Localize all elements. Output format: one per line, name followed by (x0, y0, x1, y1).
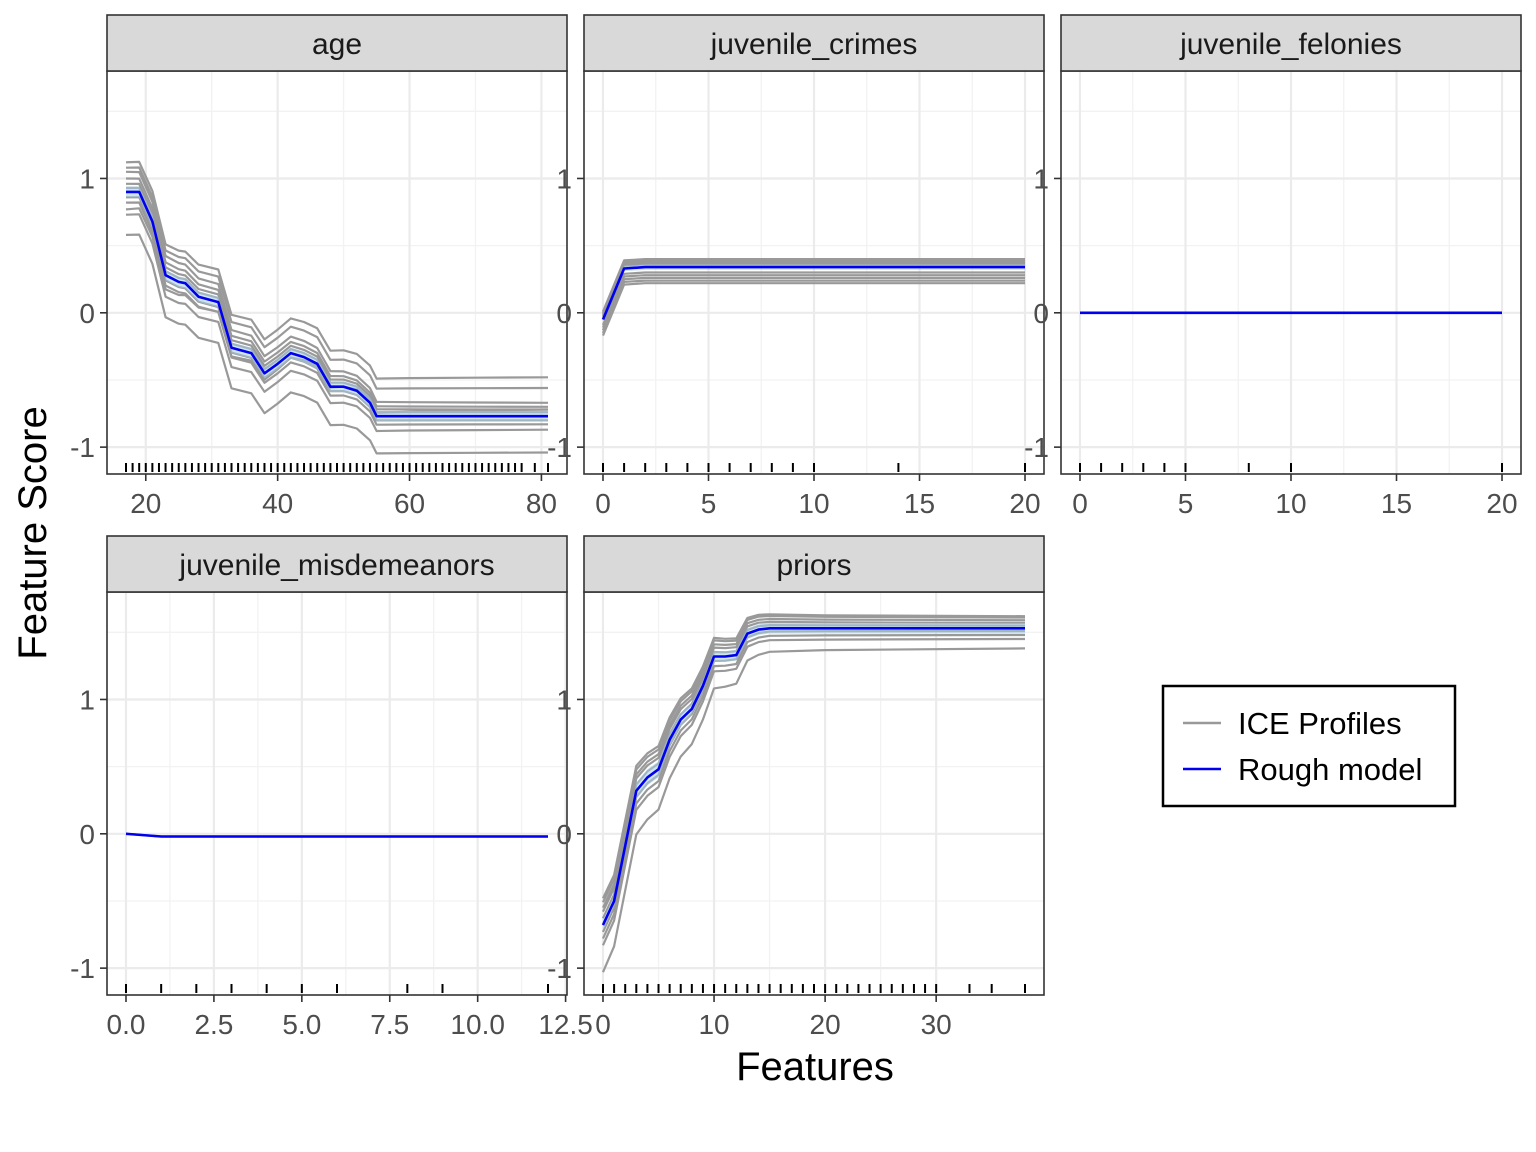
ice-profile-line (601, 258, 1025, 312)
ice-profile-line (601, 637, 1026, 946)
rough-model-line (125, 832, 548, 838)
ice-profile-line (125, 182, 548, 411)
x-tick-label: 15 (1381, 488, 1412, 519)
facet-strip-label: age (312, 28, 362, 61)
ice-profile-line (125, 160, 549, 380)
ice-profile-line (602, 614, 1026, 903)
facet-strip-label: juvenile_misdemeanors (178, 549, 494, 582)
x-tick-label: 5 (701, 488, 717, 519)
x-tick-label: 60 (394, 488, 425, 519)
y-tick-label: 0 (79, 819, 95, 850)
x-tick-label: 5 (1178, 488, 1194, 519)
x-tick-label: 5.0 (282, 1009, 321, 1040)
ice-profile-line (125, 201, 549, 426)
x-axis-title: Features (736, 1045, 894, 1089)
y-tick-label: 1 (556, 684, 572, 715)
x-tick-label: 20 (1009, 488, 1040, 519)
y-tick-label: 1 (556, 163, 572, 194)
y-tick-label: 0 (79, 298, 95, 329)
y-axis-title: Feature Score (11, 406, 55, 659)
x-tick-label: 20 (810, 1009, 841, 1040)
facet-juvenile_felonies: juvenile_felonies 0 5 10 15 20 -1 0 1 (1024, 14, 1522, 519)
facet-strip (106, 535, 568, 593)
ice-profile-line (125, 166, 549, 390)
x-tick-label: 10 (1275, 488, 1306, 519)
y-tick-label: -1 (70, 953, 95, 984)
y-tick-label: 0 (556, 819, 572, 850)
facet-strip (1060, 14, 1522, 72)
y-tick-label: 1 (79, 684, 95, 715)
x-tick-label: 10.0 (450, 1009, 505, 1040)
ice-profile-line (601, 271, 1025, 326)
x-tick-label: 0 (595, 1009, 611, 1040)
ice-profile-line (602, 613, 1026, 899)
y-tick-label: -1 (70, 432, 95, 463)
x-tick-label: 40 (262, 488, 293, 519)
facet-strip (583, 535, 1045, 593)
y-tick-label: 0 (1033, 298, 1049, 329)
ice-profile-line (601, 647, 1026, 973)
y-tick-label: -1 (1024, 432, 1049, 463)
rough-model-line (601, 626, 1025, 926)
x-tick-label: 12.5 (538, 1009, 593, 1040)
rough-model-line (126, 190, 548, 418)
legend-mean-label: Rough model (1238, 752, 1422, 787)
y-tick-label: 0 (556, 298, 572, 329)
facet-juvenile_crimes: juvenile_crimes 0 5 10 15 20 -1 0 1 (547, 14, 1045, 519)
y-tick-label: -1 (547, 432, 572, 463)
legend-box (1161, 684, 1457, 808)
panel-background (584, 592, 1044, 995)
x-tick-label: 7.5 (370, 1009, 409, 1040)
x-tick-label: 80 (526, 488, 557, 519)
x-tick-label: 10 (698, 1009, 729, 1040)
facet-strip (583, 14, 1045, 72)
facet-strip (106, 14, 568, 72)
x-tick-label: 10 (798, 488, 829, 519)
x-tick-label: 15 (904, 488, 935, 519)
y-tick-label: 1 (1033, 163, 1049, 194)
facet-age: age 20 40 60 80 -1 0 1 (70, 14, 568, 519)
rough-model-line (601, 265, 1025, 320)
y-tick-label: -1 (547, 953, 572, 984)
facet-strip-label: priors (776, 549, 851, 582)
legend: ICE Profiles Rough model (1161, 684, 1457, 808)
confidence-band (126, 186, 548, 422)
x-tick-label: 0 (595, 488, 611, 519)
facet-strip-label: juvenile_crimes (710, 28, 918, 61)
facet-juvenile_misdemeanors: juvenile_misdemeanors 0.0 2.5 5.0 7.5 10.0 12.… (70, 535, 593, 1040)
x-tick-label: 0.0 (107, 1009, 146, 1040)
facet-priors: priors 0 10 20 30 -1 0 1 (547, 535, 1045, 1040)
ice-profile-line (601, 633, 1026, 940)
ice-profile-line (602, 617, 1026, 909)
x-tick-label: 0 (1072, 488, 1088, 519)
y-tick-label: 1 (79, 163, 95, 194)
x-tick-label: 20 (130, 488, 161, 519)
x-tick-label: 30 (921, 1009, 952, 1040)
x-tick-label: 20 (1486, 488, 1517, 519)
panel-background (107, 592, 567, 995)
ice-profile-line (602, 620, 1026, 913)
ice-profile-line (125, 177, 549, 408)
ice-profile-line (125, 170, 549, 404)
ice-profile-line (125, 213, 549, 433)
x-tick-label: 2.5 (194, 1009, 233, 1040)
ice-profile-line (125, 233, 549, 455)
legend-ice-label: ICE Profiles (1238, 706, 1402, 741)
facet-strip-label: juvenile_felonies (1179, 28, 1402, 61)
